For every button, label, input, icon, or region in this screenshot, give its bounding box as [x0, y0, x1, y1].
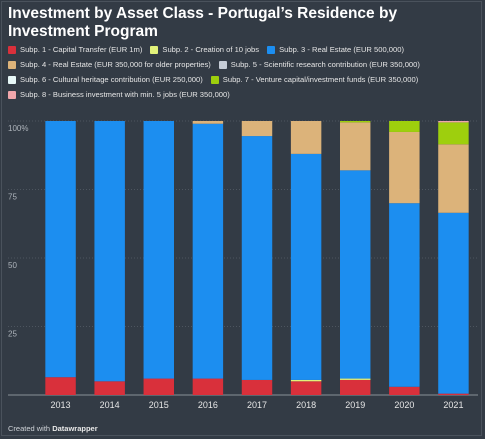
credit-line[interactable]: Created with Datawrapper	[8, 424, 98, 433]
bar-segment	[290, 381, 322, 395]
x-tick-label: 2015	[149, 400, 169, 410]
legend-swatch	[267, 46, 276, 54]
bar-segment	[192, 378, 224, 395]
bar-segment	[389, 203, 420, 387]
legend-item: Subp. 7 - Venture capital/investment fun…	[210, 74, 419, 86]
bar-segment	[438, 144, 469, 213]
bar-segment	[339, 122, 371, 171]
credit-prefix: Created with	[8, 424, 51, 433]
legend-label: Subp. 8 - Business investment with min. …	[20, 90, 230, 99]
bar-segment	[45, 377, 76, 395]
legend-swatch	[8, 76, 16, 84]
legend-label: Subp. 4 - Real Estate (EUR 350,000 for o…	[20, 60, 211, 69]
bar-segment	[94, 121, 125, 382]
x-tick-label: 2016	[198, 400, 218, 410]
legend-swatch	[8, 46, 16, 54]
legend-label: Subp. 5 - Scientific research contributi…	[230, 60, 420, 69]
bar-segment	[389, 121, 420, 132]
bar-segment	[192, 121, 224, 124]
bar-segment	[339, 170, 371, 379]
x-tick-label: 2018	[296, 400, 316, 410]
bar-segment	[438, 122, 469, 145]
legend-swatch	[150, 46, 159, 54]
x-tick-label: 2019	[345, 400, 365, 410]
bar-segment	[143, 378, 175, 395]
bar-segment	[389, 386, 420, 395]
bar-segment	[438, 212, 469, 394]
bar-segment	[290, 379, 322, 382]
bar-segment	[143, 121, 175, 379]
legend-swatch	[210, 76, 219, 84]
bar-segment	[339, 121, 371, 123]
bar-segment	[339, 378, 371, 380]
bar-segment	[241, 136, 273, 380]
x-tick-label: 2017	[247, 400, 267, 410]
x-tick-label: 2021	[443, 400, 463, 410]
bar-segment	[389, 131, 420, 204]
legend-item: Subp. 1 - Capital Transfer (EUR 1m)	[8, 44, 142, 56]
bar-segment	[290, 153, 322, 380]
bar-segment	[192, 123, 224, 379]
y-tick-label: 75	[8, 193, 17, 202]
legend-swatch	[8, 91, 16, 99]
chart-title: Investment by Asset Class - Portugal’s R…	[8, 5, 398, 40]
y-tick-label: 100%	[8, 124, 28, 133]
y-tick-label: 25	[8, 330, 17, 339]
bar-segment	[438, 121, 469, 123]
legend-label: Subp. 7 - Venture capital/investment fun…	[222, 75, 419, 84]
legend-item: Subp. 3 - Real Estate (EUR 500,000)	[267, 44, 404, 56]
x-tick-label: 2020	[394, 400, 414, 410]
credit-brand[interactable]: Datawrapper	[52, 424, 98, 433]
x-tick-label: 2014	[100, 400, 120, 410]
bar-segment	[241, 379, 273, 395]
legend-item: Subp. 4 - Real Estate (EUR 350,000 for o…	[8, 59, 211, 71]
bar-segment	[290, 121, 322, 154]
bar-segment	[438, 393, 469, 395]
y-tick-label: 50	[8, 261, 17, 270]
chart-legend: Subp. 1 - Capital Transfer (EUR 1m) Subp.…	[8, 44, 480, 101]
bar-segment	[94, 381, 125, 395]
legend-label: Subp. 2 - Creation of 10 jobs	[162, 45, 260, 54]
legend-item: Subp. 6 - Cultural heritage contribution…	[8, 74, 203, 86]
legend-item: Subp. 5 - Scientific research contributi…	[218, 59, 420, 71]
legend-label: Subp. 3 - Real Estate (EUR 500,000)	[279, 45, 405, 54]
x-tick-label: 2013	[51, 400, 71, 410]
legend-swatch	[218, 61, 227, 69]
legend-swatch	[8, 61, 16, 69]
legend-item: Subp. 2 - Creation of 10 jobs	[150, 44, 259, 56]
bar-segment	[339, 379, 371, 395]
legend-item: Subp. 8 - Business investment with min. …	[8, 89, 230, 101]
legend-label: Subp. 1 - Capital Transfer (EUR 1m)	[20, 45, 143, 54]
legend-label: Subp. 6 - Cultural heritage contribution…	[20, 75, 203, 84]
bar-segment	[241, 121, 273, 137]
bar-segment	[45, 121, 76, 378]
